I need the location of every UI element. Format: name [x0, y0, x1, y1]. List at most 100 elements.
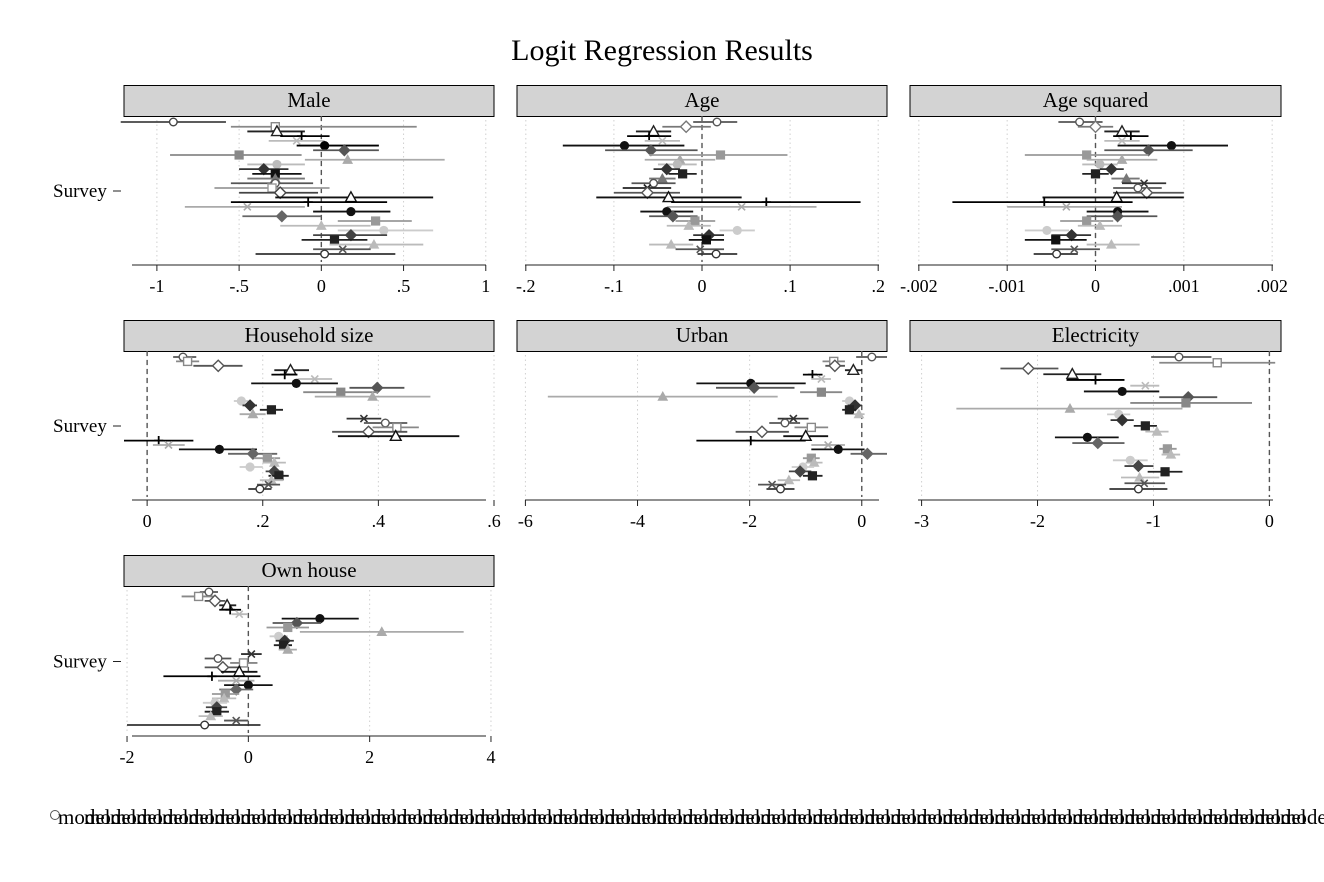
legend-entry: model: [266, 805, 319, 829]
x-tick-label: -6: [518, 511, 533, 531]
estimate-marker: [200, 720, 210, 730]
x-tick-label: 4: [486, 747, 495, 767]
estimate-marker: [1090, 169, 1101, 179]
estimate-marker: [644, 144, 658, 157]
estimate-marker: [807, 370, 818, 380]
estimate-marker: [1133, 183, 1143, 193]
legend-entry: model: [188, 805, 241, 829]
panel-header: [909, 85, 1282, 117]
estimate-marker: [644, 131, 654, 141]
x-tick-label: 0: [1265, 511, 1274, 531]
legend-key-icon: [50, 810, 60, 820]
estimate-marker: [1111, 210, 1124, 223]
legend-entry: model: [656, 805, 709, 829]
panel-urban: Urban -6 -4 -2 0: [516, 320, 888, 531]
legend-entry: model: [630, 805, 683, 829]
estimate-marker: [367, 391, 378, 401]
estimate-marker: [255, 484, 265, 494]
estimate-marker: [846, 363, 860, 375]
estimate-marker: [1105, 162, 1118, 176]
legend-entry: model: [370, 805, 423, 829]
estimate-marker: [656, 172, 668, 183]
estimate-marker: [683, 220, 695, 230]
legend-entry: model: [1072, 805, 1125, 829]
estimate-marker: [1070, 245, 1079, 254]
estimate-marker: [715, 150, 726, 160]
legend-entry: model: [58, 805, 111, 829]
x-tick-label: 2: [365, 747, 374, 767]
panel-title: Urban: [676, 323, 729, 347]
estimate-marker: [247, 408, 259, 419]
estimate-marker: [342, 154, 354, 164]
legend: model model model model model model model model…: [50, 805, 1324, 831]
x-tick-label: -2: [742, 511, 757, 531]
estimate-marker: [310, 374, 319, 384]
estimate-marker: [154, 436, 164, 446]
estimate-marker: [747, 381, 761, 394]
estimate-marker: [853, 408, 865, 419]
estimate-marker: [649, 178, 659, 188]
estimate-marker: [344, 228, 358, 242]
estimate-marker: [755, 425, 769, 439]
estimate-marker: [1134, 471, 1145, 482]
estimate-marker: [1142, 144, 1155, 157]
panel-household-size: Household size 0 .2 .4 .6 Survey: [53, 320, 501, 531]
estimate-marker: [1181, 398, 1191, 408]
estimate-marker: [701, 235, 712, 245]
estimate-marker: [280, 370, 290, 380]
legend-entry: model: [1046, 805, 1099, 829]
legend-entry: model: [578, 805, 631, 829]
estimate-marker: [1052, 249, 1062, 259]
estimate-marker: [1132, 459, 1145, 473]
x-tick-label: -2: [1030, 511, 1045, 531]
estimate-marker: [1165, 448, 1177, 459]
x-tick-label: -2: [120, 747, 135, 767]
estimate-marker: [1065, 228, 1078, 242]
panel-male: Male -1 -.5 0 .5 1 Survey: [53, 85, 495, 296]
estimate-marker: [806, 453, 816, 463]
x-tick-label: -.2: [516, 276, 536, 296]
estimate-marker: [320, 140, 330, 151]
estimate-marker: [243, 202, 252, 211]
estimate-marker: [799, 429, 813, 441]
estimate-marker: [220, 689, 230, 699]
estimate-marker: [1021, 361, 1035, 376]
x-tick-label: 0: [1091, 276, 1100, 296]
estimate-marker: [1115, 413, 1129, 427]
estimate-marker: [619, 140, 630, 151]
legend-entry: model: [942, 805, 995, 829]
estimate-marker: [817, 374, 826, 384]
estimate-marker: [182, 356, 193, 367]
estimate-marker: [816, 387, 827, 397]
x-tick-label: .2: [256, 511, 270, 531]
panel-header: [123, 320, 495, 352]
estimate-marker: [1140, 421, 1150, 431]
legend-entry: model: [786, 805, 839, 829]
legend-entry: model: [500, 805, 553, 829]
estimate-marker: [371, 216, 381, 226]
estimate-marker: [379, 225, 389, 236]
estimate-marker: [208, 594, 222, 608]
estimate-marker: [1090, 375, 1101, 385]
row-label: Survey: [53, 652, 107, 673]
panel-header: [516, 320, 888, 352]
x-tick-label: .002: [1256, 276, 1288, 296]
chart: Logit Regression Results Male -1 -.5 0 .5 1 Su…: [53, 34, 1288, 767]
estimate-marker: [270, 124, 284, 137]
estimate-marker: [225, 605, 235, 615]
x-tick-label: .5: [397, 276, 411, 296]
legend-entry: model: [708, 805, 761, 829]
estimate-marker: [1094, 220, 1106, 230]
estimate-marker: [164, 440, 173, 450]
estimate-marker: [359, 414, 368, 423]
estimate-marker: [861, 447, 874, 460]
legend-entry: model: [214, 805, 267, 829]
panel-header: [516, 85, 888, 117]
row-label: Survey: [53, 181, 107, 202]
legend-entry: model: [812, 805, 865, 829]
estimate-marker: [1121, 172, 1132, 183]
estimate-marker: [247, 650, 256, 659]
estimate-marker: [666, 210, 680, 223]
estimate-marker: [783, 474, 795, 485]
panel-title: Age: [685, 88, 720, 112]
